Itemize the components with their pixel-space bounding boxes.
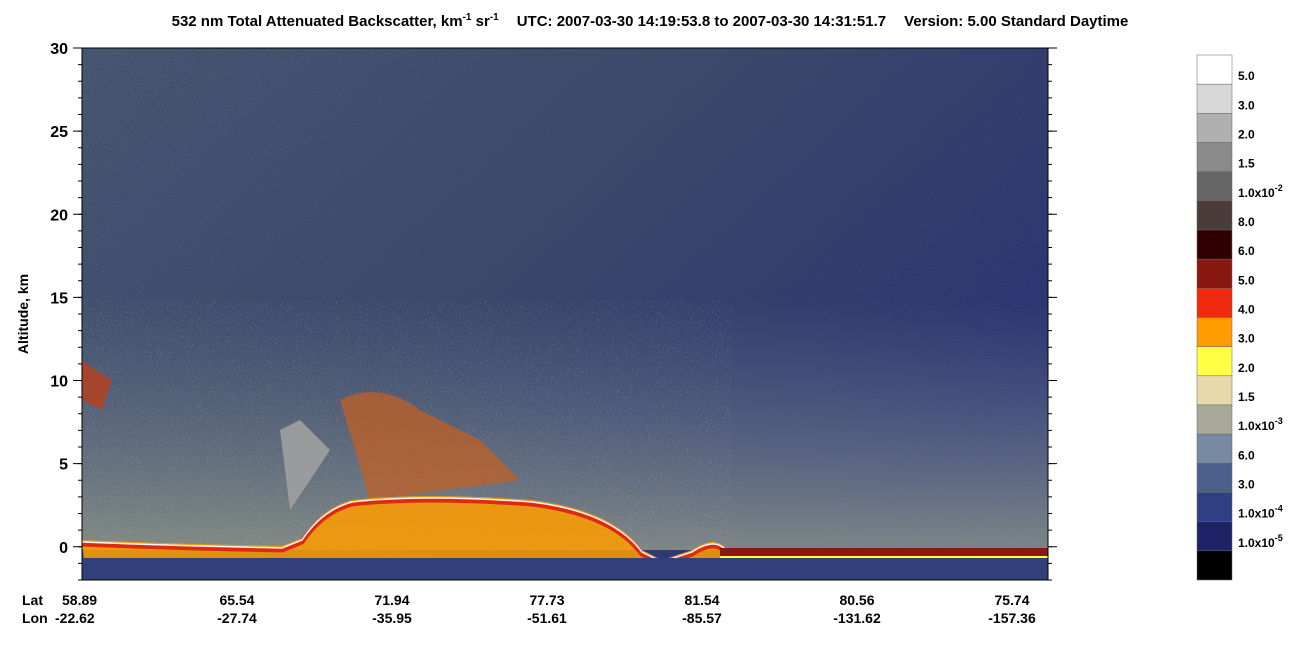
colorbar-label: 1.5 [1238,157,1255,171]
colorbar-swatch [1196,346,1233,377]
colorbar-label-text: 5.0 [1238,273,1255,287]
colorbar-label-exp: -4 [1275,504,1283,514]
lat-label: 71.94 [374,592,409,608]
x-row-label: Lat [22,592,43,608]
lon-label: -157.36 [988,610,1036,626]
colorbar-swatch [1196,521,1233,552]
lat-label: 65.54 [219,592,254,608]
colorbar-label-exp: -2 [1275,183,1283,193]
colorbar-label-text: 5.0 [1238,69,1255,83]
colorbar-label: 1.0x10-4 [1238,504,1283,521]
colorbar-swatch [1196,171,1233,202]
backscatter-image [82,48,1048,580]
colorbar-swatch [1196,288,1233,318]
lon-label: -85.57 [682,610,722,626]
colorbar-swatch [1196,258,1233,289]
lat-label: 77.73 [529,592,564,608]
lat-label: 75.74 [994,592,1029,608]
colorbar-label: 5.0 [1238,69,1255,83]
colorbar-label-text: 1.0x10 [1238,536,1275,550]
colorbar-swatch [1196,113,1233,143]
colorbar-swatch [1196,550,1233,581]
y-tick-label: 25 [50,124,68,141]
colorbar-label: 2.0 [1238,361,1255,375]
title-sup: -1 [490,12,499,23]
lon-label: -131.62 [833,610,881,626]
colorbar-label: 8.0 [1238,215,1255,229]
y-tick-label: 20 [50,207,68,224]
colorbar-label-text: 1.0x10 [1238,419,1275,433]
colorbar-label: 1.5 [1238,390,1255,404]
colorbar-label-text: 3.0 [1238,332,1255,346]
colorbar-swatch [1196,492,1233,522]
colorbar-swatch [1196,200,1233,231]
colorbar-label-text: 6.0 [1238,448,1255,462]
colorbar-swatch [1196,142,1233,172]
colorbar-label: 5.0 [1238,273,1255,287]
colorbar-label-exp: -5 [1275,533,1283,543]
colorbar-label: 2.0 [1238,128,1255,142]
lon-label: -51.61 [527,610,567,626]
colorbar-swatch [1196,433,1233,464]
colorbar-swatch [1196,317,1233,347]
colorbar-label: 1.0x10-5 [1238,533,1283,550]
y-tick-label: 5 [59,457,68,474]
colorbar-label: 6.0 [1238,448,1255,462]
lon-label: -35.95 [372,610,412,626]
title-time: UTC: 2007-03-30 14:19:53.8 to 2007-03-30… [517,13,886,30]
colorbar-label-text: 4.0 [1238,303,1255,317]
lat-label: 58.89 [62,592,97,608]
colorbar-label: 3.0 [1238,98,1255,112]
colorbar-swatch [1196,83,1233,114]
colorbar-swatch [1196,375,1233,406]
colorbar-label-text: 2.0 [1238,361,1255,375]
y-tick-label: 15 [50,290,68,307]
colorbar: 5.03.02.01.51.0x10-28.06.05.04.03.02.01.… [1196,54,1283,581]
colorbar-swatch [1196,463,1233,493]
y-tick-label: 30 [50,41,68,58]
title-version: Version: 5.00 Standard Daytime [904,13,1128,30]
colorbar-label-exp: -3 [1275,416,1283,426]
colorbar-label: 3.0 [1238,332,1255,346]
axes: 0 5 10 15 20 25 30 [50,41,1057,581]
colorbar-swatch [1196,229,1233,260]
colorbar-label: 1.0x10-2 [1238,183,1283,200]
x-labels: Lat Lon 58.89 -22.62 65.54 -27.74 71.94 -35.95 7… [22,592,1036,626]
title-sup: -1 [463,12,472,23]
colorbar-label: 4.0 [1238,303,1255,317]
colorbar-label-text: 3.0 [1238,478,1255,492]
colorbar-swatch [1196,54,1233,85]
x-row-label: Lon [22,610,48,626]
colorbar-label: 1.0x10-3 [1238,416,1283,433]
colorbar-label: 3.0 [1238,478,1255,492]
lon-label: -27.74 [217,610,257,626]
colorbar-label-text: 6.0 [1238,244,1255,258]
colorbar-label-text: 1.0x10 [1238,507,1275,521]
lat-label: 81.54 [684,592,719,608]
y-tick-label: 10 [50,374,68,391]
lat-label: 80.56 [839,592,874,608]
colorbar-label-text: 3.0 [1238,98,1255,112]
colorbar-swatch [1196,404,1233,435]
chart-title: 532 nm Total Attenuated Backscatter, km-… [172,12,1129,30]
colorbar-label-text: 1.0x10 [1238,186,1275,200]
lon-label: -22.62 [55,610,95,626]
title-unit: sr [471,13,490,30]
colorbar-label-text: 2.0 [1238,128,1255,142]
title-main: 532 nm Total Attenuated Backscatter, km [172,13,463,30]
colorbar-label-text: 8.0 [1238,215,1255,229]
y-tick-label: 0 [59,540,68,557]
colorbar-label-text: 1.5 [1238,157,1255,171]
colorbar-label-text: 1.5 [1238,390,1255,404]
colorbar-label: 6.0 [1238,244,1255,258]
y-axis-label: Altitude, km [15,274,31,354]
